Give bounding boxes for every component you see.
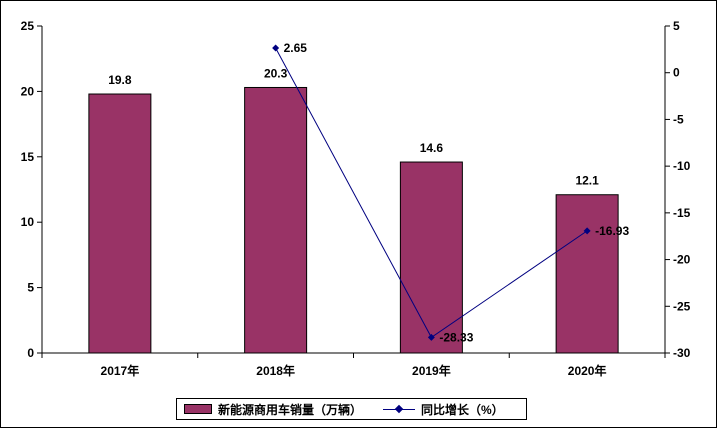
- bar-data-label: 12.1: [575, 174, 599, 188]
- legend-bar-label: 新能源商用车销量（万辆）: [218, 402, 363, 417]
- bar-2020年: [555, 194, 619, 354]
- axes-group: 0 5 10 15 20 25 5 0 -5 -10 -15 -20 -25 -30 2017年 2018年 2…: [21, 19, 691, 378]
- growth-data-label: -28.33: [439, 330, 473, 344]
- y-left-tick-label: 0: [27, 346, 34, 360]
- legend-line-swatch: [383, 404, 416, 414]
- legend-bar-swatch: [184, 404, 212, 414]
- bar-2018年: [244, 86, 308, 354]
- growth-point: [583, 227, 591, 235]
- x-tick-label: 2020年: [568, 363, 607, 378]
- bars-group: [88, 86, 619, 354]
- growth-point: [272, 44, 280, 52]
- y-right-tick-label: -20: [673, 253, 691, 267]
- y-left-tick-label: 5: [27, 281, 34, 295]
- y-left-tick-label: 20: [21, 84, 35, 98]
- legend-item-bar: 新能源商用车销量（万辆）: [184, 401, 362, 418]
- chart-legend: 新能源商用车销量（万辆） 同比增长（%）: [176, 398, 527, 420]
- x-tick-label: 2019年: [412, 363, 451, 378]
- bar-data-label: 19.8: [108, 73, 132, 87]
- y-left-tick-label: 25: [21, 19, 35, 33]
- legend-item-line: 同比增长（%）: [369, 401, 504, 418]
- y-left-tick-label: 15: [21, 150, 35, 164]
- y-right-tick-label: -5: [673, 112, 684, 126]
- labels-group: 19.8 20.3 14.6 12.1 2.65 -28.33 -16.93: [108, 41, 629, 344]
- x-tick-label: 2017年: [101, 363, 140, 378]
- growth-data-label: -16.93: [595, 224, 629, 238]
- y-right-tick-label: 0: [673, 66, 680, 80]
- bar-data-label: 14.6: [420, 141, 444, 155]
- y-right-tick-label: -25: [673, 299, 691, 313]
- bar-2017年: [88, 93, 152, 354]
- legend-line-label: 同比增长（%）: [421, 402, 504, 417]
- y-right-tick-label: 5: [673, 19, 680, 33]
- bar-data-label: 20.3: [264, 66, 288, 80]
- y-right-tick-label: -15: [673, 206, 691, 220]
- growth-data-label: 2.65: [284, 41, 308, 55]
- growth-point: [427, 333, 435, 341]
- x-tick-label: 2018年: [256, 363, 295, 378]
- y-right-tick-label: -10: [673, 159, 691, 173]
- y-right-tick-label: -30: [673, 346, 691, 360]
- y-left-tick-label: 10: [21, 215, 35, 229]
- line-group: [272, 44, 591, 341]
- bar-2019年: [399, 161, 463, 354]
